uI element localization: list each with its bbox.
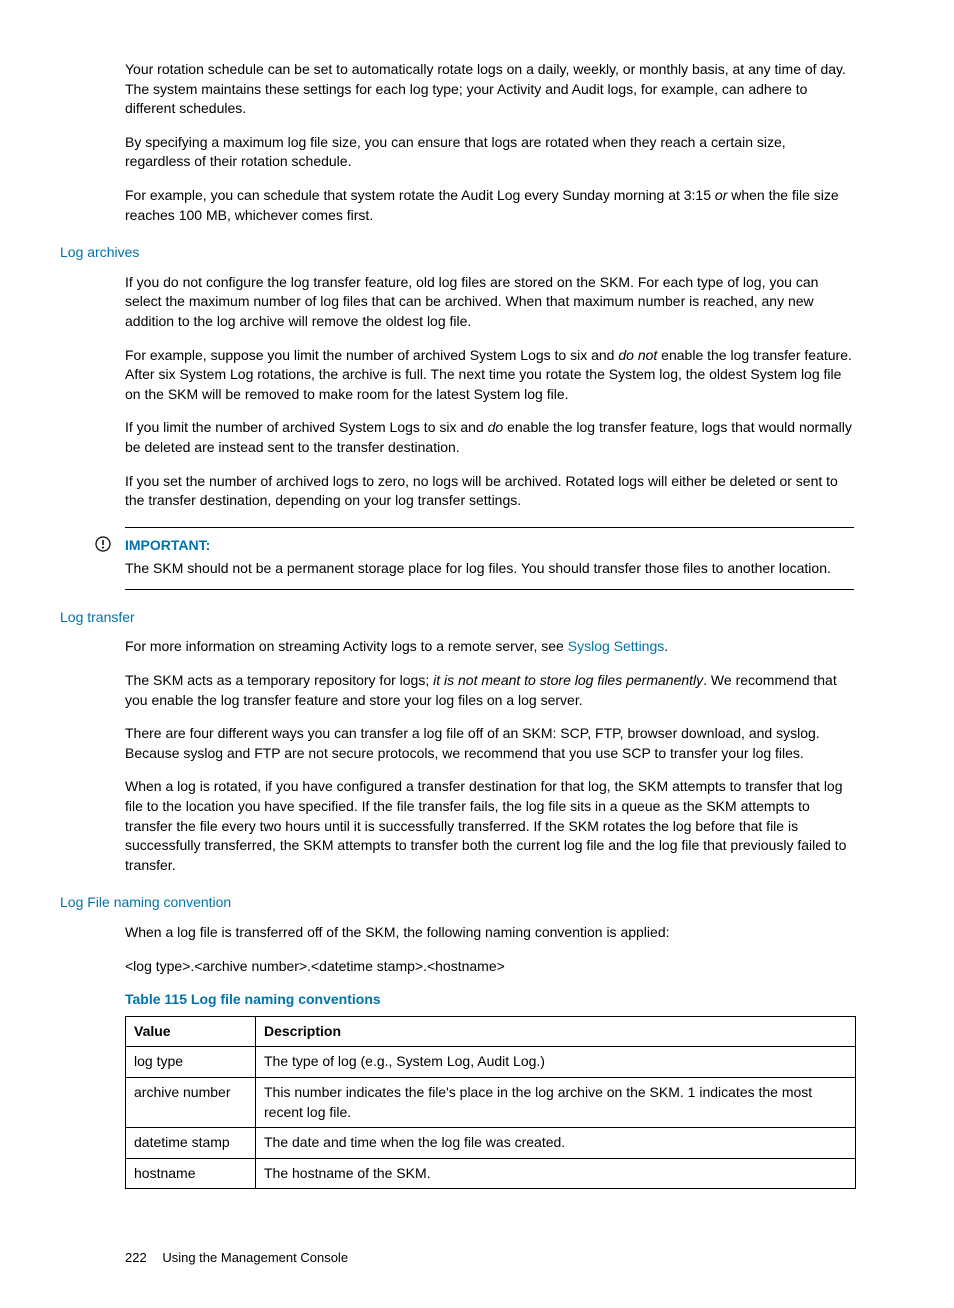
table-cell-desc: The hostname of the SKM. xyxy=(256,1158,856,1189)
table-row: datetime stamp The date and time when th… xyxy=(126,1128,856,1159)
table-row: archive number This number indicates the… xyxy=(126,1077,856,1127)
text-emphasis: do not xyxy=(618,347,657,363)
paragraph: For example, you can schedule that syste… xyxy=(125,186,854,225)
table-cell-value: log type xyxy=(126,1047,256,1078)
footer-title: Using the Management Console xyxy=(162,1250,348,1265)
table-row: log type The type of log (e.g., System L… xyxy=(126,1047,856,1078)
paragraph: For more information on streaming Activi… xyxy=(125,637,854,657)
table-cell-desc: The date and time when the log file was … xyxy=(256,1128,856,1159)
paragraph: If you do not configure the log transfer… xyxy=(125,273,854,332)
text-run: For example, you can schedule that syste… xyxy=(125,187,715,203)
archives-block: If you do not configure the log transfer… xyxy=(125,273,854,511)
table-header-row: Value Description xyxy=(126,1016,856,1047)
page-number: 222 xyxy=(125,1250,147,1265)
syslog-settings-link[interactable]: Syslog Settings xyxy=(568,638,665,654)
paragraph: When a log is rotated, if you have confi… xyxy=(125,777,854,875)
important-callout: IMPORTANT: The SKM should not be a perma… xyxy=(125,527,854,590)
paragraph: Your rotation schedule can be set to aut… xyxy=(125,60,854,119)
paragraph: There are four different ways you can tr… xyxy=(125,724,854,763)
naming-convention-table: Value Description log type The type of l… xyxy=(125,1016,856,1190)
table-cell-value: hostname xyxy=(126,1158,256,1189)
important-text: The SKM should not be a permanent storag… xyxy=(125,559,854,579)
text-emphasis: it is not meant to store log files perma… xyxy=(433,672,703,688)
section-heading-log-archives: Log archives xyxy=(60,243,854,263)
section-heading-log-file-naming: Log File naming convention xyxy=(60,893,854,913)
table-cell-value: datetime stamp xyxy=(126,1128,256,1159)
table-row: hostname The hostname of the SKM. xyxy=(126,1158,856,1189)
important-icon xyxy=(95,536,111,558)
table-caption: Table 115 Log file naming conventions xyxy=(125,990,854,1010)
paragraph: If you limit the number of archived Syst… xyxy=(125,418,854,457)
paragraph: The SKM acts as a temporary repository f… xyxy=(125,671,854,710)
table-header-value: Value xyxy=(126,1016,256,1047)
text-run: For more information on streaming Activi… xyxy=(125,638,568,654)
paragraph: <log type>.<archive number>.<datetime st… xyxy=(125,957,854,977)
table-cell-value: archive number xyxy=(126,1077,256,1127)
naming-block: When a log file is transferred off of th… xyxy=(125,923,854,976)
paragraph: For example, suppose you limit the numbe… xyxy=(125,346,854,405)
text-run: . xyxy=(664,638,668,654)
paragraph: If you set the number of archived logs t… xyxy=(125,472,854,511)
paragraph: By specifying a maximum log file size, y… xyxy=(125,133,854,172)
section-heading-log-transfer: Log transfer xyxy=(60,608,854,628)
table-header-description: Description xyxy=(256,1016,856,1047)
table-cell-desc: This number indicates the file's place i… xyxy=(256,1077,856,1127)
text-emphasis: or xyxy=(715,187,727,203)
transfer-block: For more information on streaming Activi… xyxy=(125,637,854,875)
intro-block: Your rotation schedule can be set to aut… xyxy=(125,60,854,225)
table-cell-desc: The type of log (e.g., System Log, Audit… xyxy=(256,1047,856,1078)
text-emphasis: do xyxy=(488,419,504,435)
text-run: The SKM acts as a temporary repository f… xyxy=(125,672,433,688)
text-run: If you limit the number of archived Syst… xyxy=(125,419,488,435)
page-footer: 222 Using the Management Console xyxy=(125,1249,854,1267)
text-run: For example, suppose you limit the numbe… xyxy=(125,347,618,363)
paragraph: When a log file is transferred off of th… xyxy=(125,923,854,943)
important-label: IMPORTANT: xyxy=(125,536,854,556)
